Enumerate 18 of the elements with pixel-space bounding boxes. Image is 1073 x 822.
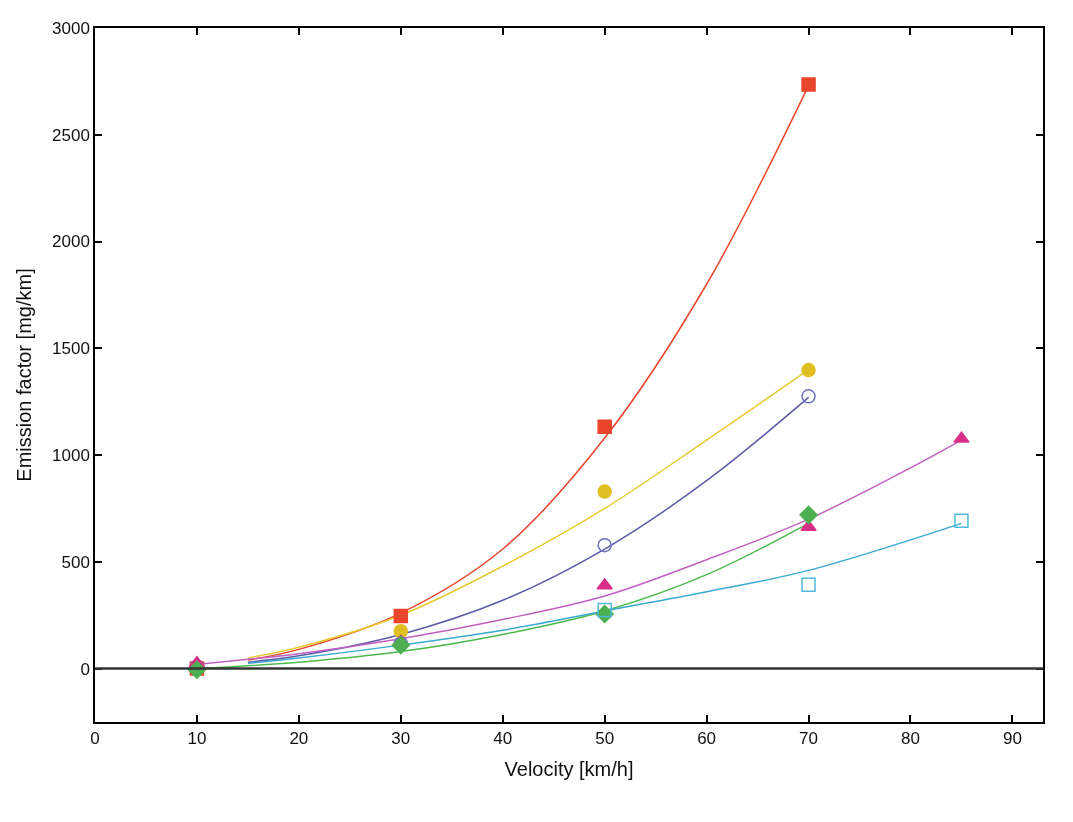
y-tick-label: 0 bbox=[80, 659, 90, 679]
x-tick-label: 10 bbox=[187, 729, 207, 749]
y-tick-label: 500 bbox=[61, 552, 90, 572]
y-tick-label: 3000 bbox=[52, 18, 90, 38]
x-tick-label: 90 bbox=[1002, 729, 1022, 749]
y-tick-label: 2000 bbox=[52, 232, 90, 252]
x-tick-label: 60 bbox=[697, 729, 717, 749]
y-tick-label: 2500 bbox=[52, 125, 90, 145]
x-tick-label: 70 bbox=[799, 729, 819, 749]
x-axis-title: Velocity [km/h] bbox=[504, 758, 634, 781]
y-tick-label: 1000 bbox=[52, 446, 90, 466]
x-tick-label: 30 bbox=[391, 729, 411, 749]
y-tick-label: 1500 bbox=[52, 339, 90, 359]
x-tick-label: 20 bbox=[289, 729, 309, 749]
x-tick-label: 50 bbox=[595, 729, 615, 749]
x-tick-label: 80 bbox=[901, 729, 920, 749]
x-tick-label: 40 bbox=[493, 729, 513, 749]
y-axis-title: Emission factor [mg/km] bbox=[13, 268, 36, 482]
